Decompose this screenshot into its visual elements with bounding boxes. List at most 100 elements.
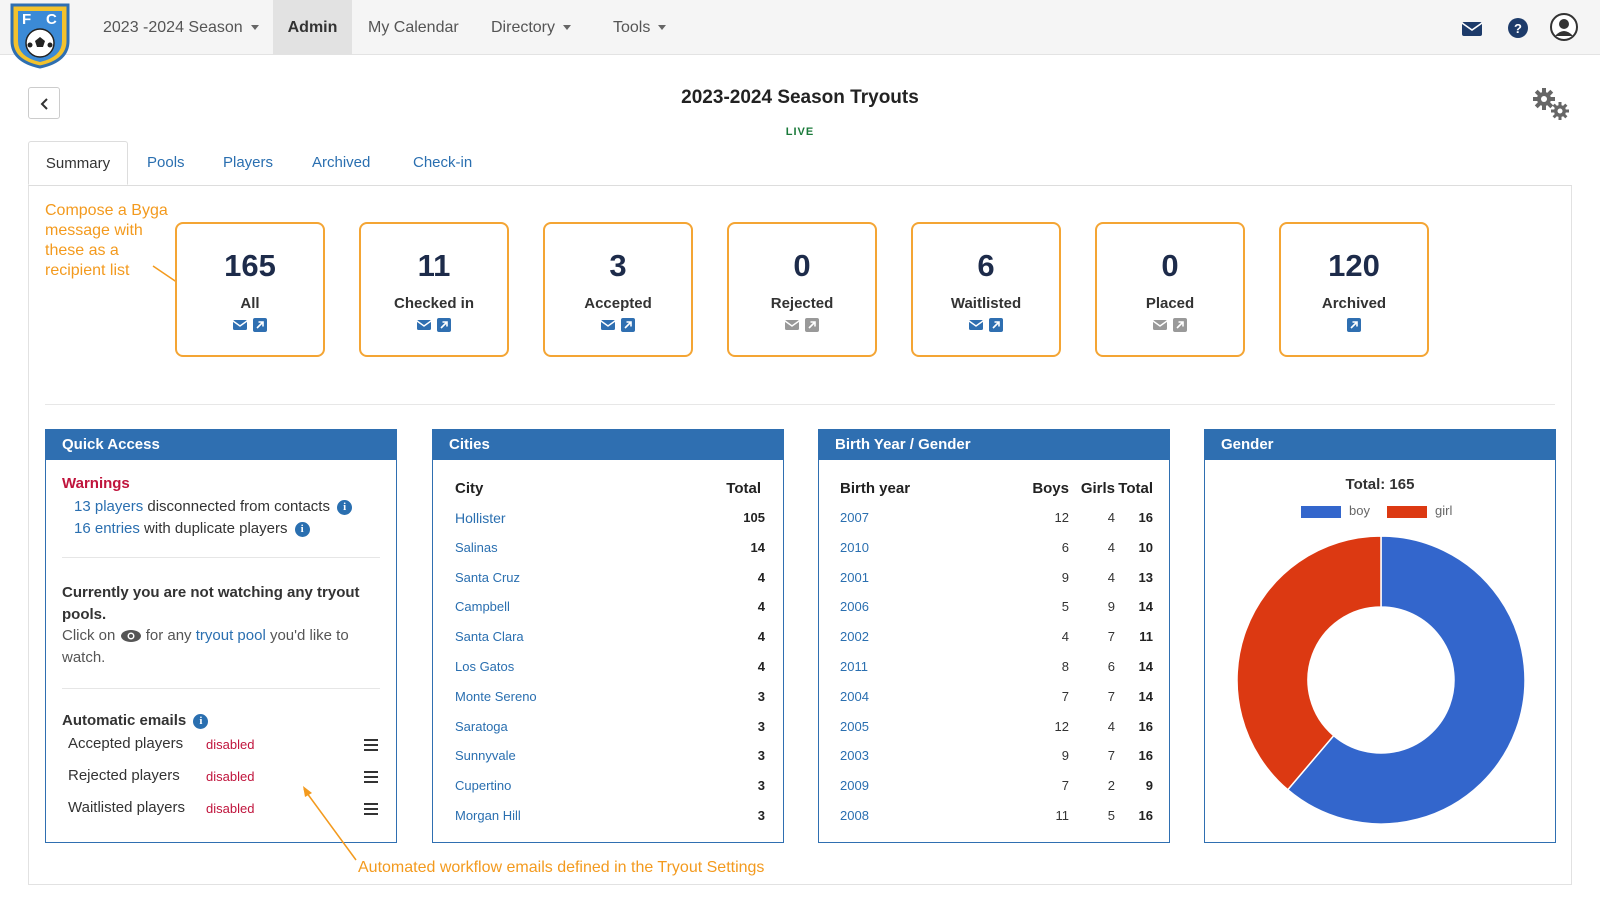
stat-card-accepted[interactable]: 3 Accepted [543, 222, 693, 357]
birth-year-link[interactable]: 2005 [840, 718, 869, 734]
duplicate-entries-link[interactable]: 16 entries [74, 520, 140, 537]
city-link[interactable]: Campbell [455, 599, 510, 615]
birth-year-link[interactable]: 2010 [840, 539, 869, 555]
open-list-icon[interactable] [620, 318, 636, 332]
birth-year-link[interactable]: 2003 [840, 748, 869, 764]
boys-count: 9 [1061, 748, 1069, 764]
user-avatar-icon[interactable] [1549, 12, 1579, 42]
col-girls-header: Girls [1080, 480, 1115, 497]
tab-pools[interactable]: Pools [131, 141, 201, 185]
open-list-icon[interactable] [252, 318, 268, 332]
table-row: 2005 12 4 16 [840, 719, 1153, 739]
tab-check-in[interactable]: Check-in [397, 141, 488, 185]
mail-icon[interactable] [968, 318, 984, 332]
city-link[interactable]: Monte Sereno [455, 688, 537, 704]
girls-count: 4 [1107, 569, 1115, 585]
auto-email-status: disabled [206, 801, 255, 816]
hamburger-menu-icon[interactable] [364, 739, 378, 751]
info-icon[interactable]: i [193, 713, 209, 729]
city-link[interactable]: Santa Clara [455, 629, 524, 645]
table-row: Saratoga 3 [455, 719, 765, 739]
donut-slice-girl[interactable] [1236, 535, 1382, 791]
nav-directory[interactable]: Directory [477, 0, 585, 55]
club-logo[interactable]: F C [8, 1, 72, 69]
table-row: Los Gatos 4 [455, 659, 765, 679]
settings-gears-icon[interactable] [1530, 86, 1572, 122]
city-link[interactable]: Sunnyvale [455, 748, 516, 764]
stat-card-waitlisted[interactable]: 6 Waitlisted [911, 222, 1061, 357]
boys-count: 6 [1061, 539, 1069, 555]
tryout-pool-link[interactable]: tryout pool [195, 627, 266, 644]
city-total: 3 [757, 688, 765, 704]
city-link[interactable]: Santa Cruz [455, 569, 521, 585]
hamburger-menu-icon[interactable] [364, 771, 378, 783]
stat-actions [1281, 318, 1427, 334]
open-list-icon[interactable] [1346, 318, 1362, 332]
season-dropdown[interactable]: 2023 -2024 Season [89, 0, 273, 55]
donut-slice-boy[interactable] [1286, 535, 1526, 825]
table-row: 2011 8 6 14 [840, 659, 1153, 679]
stat-card-checked-in[interactable]: 11 Checked in [359, 222, 509, 357]
nav-my-calendar[interactable]: My Calendar [354, 0, 473, 55]
girls-count: 7 [1107, 748, 1115, 764]
birth-year-link[interactable]: 2002 [840, 629, 869, 645]
auto-email-row: Waitlisted players disabled [68, 799, 378, 821]
city-link[interactable]: Cupertino [455, 778, 512, 794]
stat-card-archived[interactable]: 120 Archived [1279, 222, 1429, 357]
stat-card-rejected[interactable]: 0 Rejected [727, 222, 877, 357]
legend-label: girl [1435, 503, 1453, 518]
legend-swatch [1301, 505, 1341, 518]
stat-actions [545, 318, 691, 334]
back-button[interactable] [28, 87, 60, 119]
birth-year-link[interactable]: 2006 [840, 599, 869, 615]
info-icon[interactable]: i [337, 499, 353, 515]
birth-year-link[interactable]: 2011 [840, 659, 868, 674]
hint-text: for any [141, 627, 196, 644]
stat-actions [361, 318, 507, 334]
hint-text: Click on [62, 627, 116, 644]
hamburger-menu-icon[interactable] [364, 803, 378, 815]
info-icon[interactable]: i [294, 521, 310, 537]
tab-archived[interactable]: Archived [296, 141, 386, 185]
open-list-icon[interactable] [436, 318, 452, 332]
mail-icon[interactable] [1458, 14, 1486, 42]
stat-card-all[interactable]: 165 All [175, 222, 325, 357]
mail-icon[interactable] [416, 318, 432, 332]
col-total-header: Total [1118, 480, 1153, 497]
open-list-icon[interactable] [988, 318, 1004, 332]
mail-icon[interactable] [232, 318, 248, 332]
stat-actions [177, 318, 323, 334]
warning-duplicates: 16 entries with duplicate players i [74, 520, 310, 537]
birth-year-link[interactable]: 2007 [840, 510, 869, 525]
table-row: Morgan Hill 3 [455, 808, 765, 828]
girls-count: 6 [1107, 659, 1115, 674]
city-link[interactable]: Los Gatos [455, 659, 515, 674]
birth-year-link[interactable]: 2009 [840, 778, 869, 794]
disconnected-players-link[interactable]: 13 players [74, 498, 144, 515]
page-title: 2023-2024 Season Tryouts [681, 87, 919, 108]
girls-count: 4 [1107, 718, 1115, 734]
tab-players[interactable]: Players [207, 141, 289, 185]
cities-panel: Cities City Total Hollister 105 Salinas 14 S… [432, 429, 784, 843]
help-icon[interactable]: ? [1504, 14, 1532, 42]
city-link[interactable]: Salinas [455, 539, 498, 555]
city-link[interactable]: Morgan Hill [455, 808, 521, 823]
birth-year-link[interactable]: 2001 [840, 569, 869, 585]
tab-summary[interactable]: Summary [28, 141, 128, 185]
chevron-down-icon [250, 25, 259, 31]
city-link[interactable]: Hollister [455, 510, 506, 526]
stat-card-placed[interactable]: 0 Placed [1095, 222, 1245, 357]
legend-item-boy[interactable]: boy [1301, 503, 1370, 518]
watching-title: Currently you are not watching any tryou… [62, 584, 360, 623]
tab-panel [28, 185, 1572, 885]
birth-year-link[interactable]: 2004 [840, 688, 869, 704]
girls-count: 4 [1107, 510, 1115, 525]
stat-actions [729, 318, 875, 334]
mail-icon[interactable] [600, 318, 616, 332]
city-link[interactable]: Saratoga [455, 718, 508, 734]
panel-title: Cities [433, 430, 783, 460]
nav-admin[interactable]: Admin [273, 0, 352, 55]
nav-tools[interactable]: Tools [599, 0, 680, 55]
birth-year-link[interactable]: 2008 [840, 808, 869, 823]
legend-item-girl[interactable]: girl [1387, 503, 1452, 518]
